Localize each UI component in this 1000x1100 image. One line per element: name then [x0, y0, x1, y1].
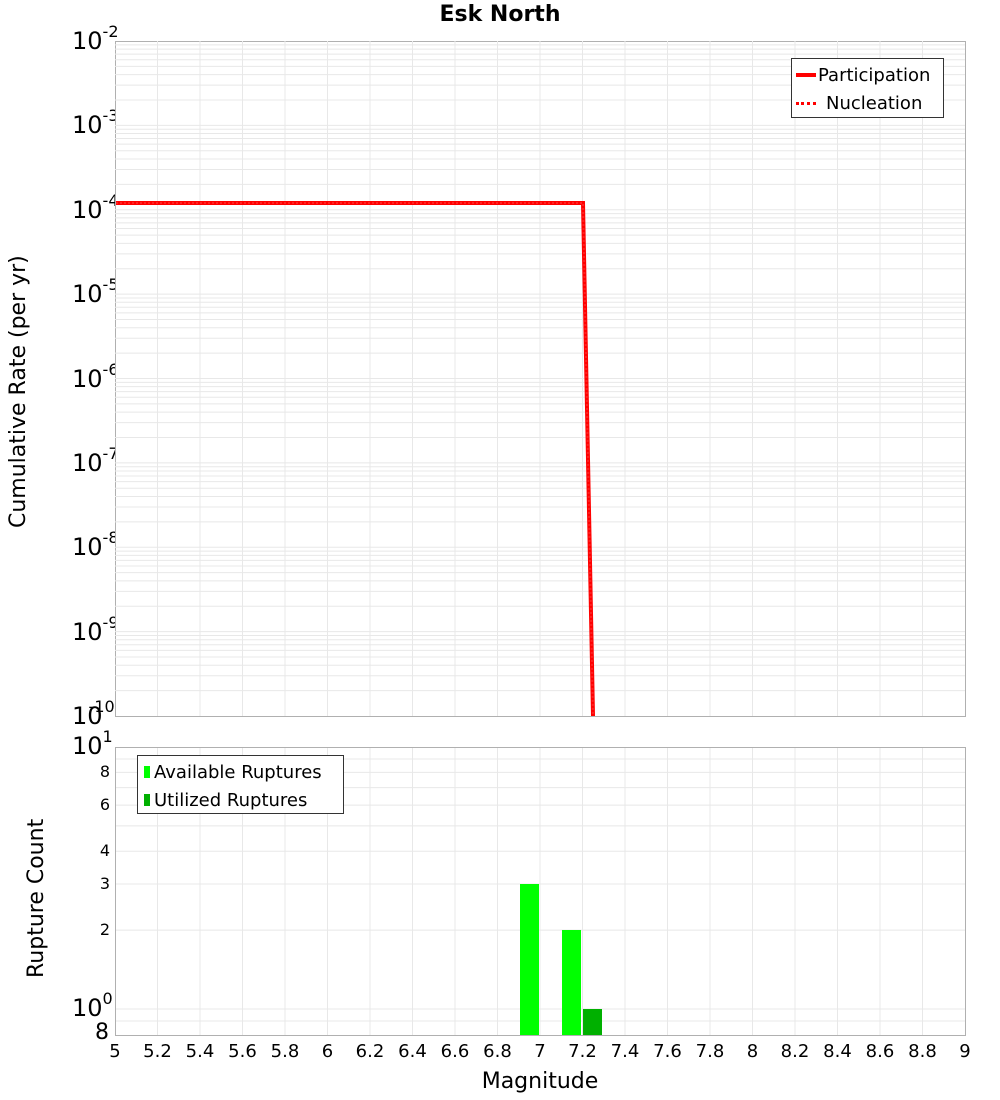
y-tick: 8 — [95, 1020, 109, 1045]
legend-item-available-ruptures: Available Ruptures — [142, 758, 339, 786]
top-grid — [115, 41, 965, 716]
bar-utilized-7.25 — [583, 1009, 602, 1035]
x-tick: 6.2 — [355, 1041, 385, 1062]
x-tick: 5.8 — [270, 1041, 300, 1062]
y-tick: 10-3 — [72, 106, 119, 139]
bar-available-7.15 — [562, 930, 581, 1035]
nucleation-line — [116, 202, 594, 717]
x-tick: 8.6 — [865, 1041, 895, 1062]
y-tick-minor: 2 — [99, 920, 110, 939]
y-tick: 101 — [72, 727, 113, 760]
bottom-bars — [520, 884, 602, 1035]
x-tick: 6 — [321, 1041, 334, 1062]
x-tick: 5.6 — [228, 1041, 257, 1062]
y-tick-minor: 4 — [99, 841, 110, 860]
y-tick: 100 — [72, 989, 113, 1022]
green-square-icon — [144, 766, 150, 778]
x-tick: 5 — [109, 1041, 121, 1062]
bottom-plot-area — [115, 747, 966, 1036]
y-tick: 10-2 — [72, 22, 119, 55]
legend-item-nucleation: Nucleation — [796, 89, 939, 117]
x-tick: 9 — [959, 1041, 971, 1062]
y-tick: 10-4 — [72, 191, 119, 224]
dark-green-square-icon — [144, 794, 150, 806]
participation-line — [116, 201, 595, 717]
bottom-y-axis-label: Rupture Count — [24, 818, 49, 978]
x-tick: 8.2 — [780, 1041, 810, 1062]
y-tick: 10-7 — [72, 444, 119, 477]
legend-item-utilized-ruptures: Utilized Ruptures — [142, 786, 339, 814]
x-tick: 7 — [534, 1041, 546, 1062]
x-tick: 8 — [746, 1041, 759, 1062]
x-tick: 8.8 — [908, 1041, 937, 1062]
y-tick: 10-5 — [72, 275, 119, 308]
y-tick: 10-6 — [72, 360, 119, 393]
y-tick-minor: 8 — [99, 762, 110, 781]
bar-available-6.95 — [520, 884, 539, 1035]
x-tick: 5.4 — [185, 1041, 215, 1062]
y-tick: 10-10 — [72, 697, 115, 730]
y-tick-minor: 6 — [99, 795, 110, 814]
bottom-legend: Available Ruptures Utilized Ruptures — [137, 755, 344, 814]
solid-line-icon — [796, 73, 816, 77]
dotted-line-icon — [796, 101, 816, 105]
x-tick: 7.6 — [653, 1041, 682, 1062]
x-tick: 8.4 — [823, 1041, 852, 1062]
y-tick: 10-9 — [72, 613, 119, 646]
chart-title: Esk North — [439, 2, 561, 27]
top-legend: Participation Nucleation — [791, 58, 944, 118]
x-axis-label: Magnitude — [481, 1069, 599, 1094]
x-tick: 6.4 — [398, 1041, 427, 1062]
x-tick: 7.4 — [610, 1041, 640, 1062]
x-tick: 6.6 — [440, 1041, 470, 1062]
x-tick: 5.2 — [143, 1041, 172, 1062]
legend-item-participation: Participation — [796, 61, 939, 89]
y-tick-minor: 3 — [99, 874, 110, 893]
x-tick: 7.8 — [695, 1041, 725, 1062]
y-tick: 10-8 — [72, 528, 119, 561]
x-tick: 6.8 — [483, 1041, 512, 1062]
x-tick: 7.2 — [568, 1041, 597, 1062]
